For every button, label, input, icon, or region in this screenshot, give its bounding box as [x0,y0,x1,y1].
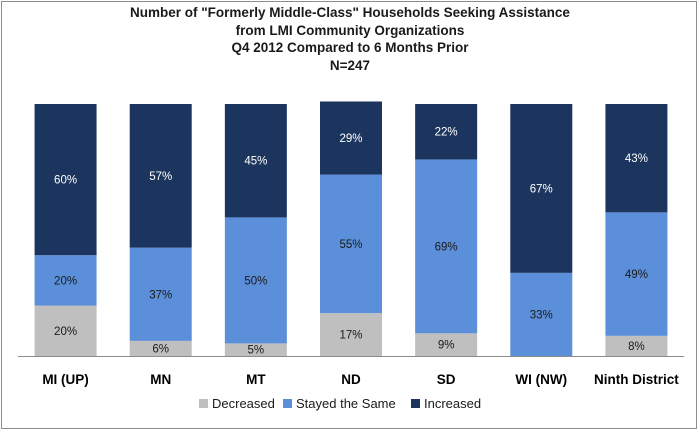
bar-increased-1 [129,104,192,248]
title-line-3: Q4 2012 Compared to 6 Months Prior [231,40,469,55]
bar-stayed-the-same-4 [415,159,478,334]
data-label: 45% [244,156,267,168]
category-label: WI (NW) [515,372,567,387]
bar-stayed-the-same-5 [510,272,573,356]
bar-decreased-0 [34,305,97,356]
category-label: MI (UP) [42,372,89,387]
data-label: 6% [152,343,169,355]
data-label: 20% [54,326,77,338]
bar-stayed-the-same-2 [224,217,287,344]
bar-decreased-3 [320,313,382,356]
legend-swatch [283,399,292,408]
data-label: 50% [244,275,267,287]
bar-increased-2 [224,104,287,218]
data-label: 49% [625,269,648,281]
data-label: 33% [530,309,553,321]
data-label: 8% [628,341,645,353]
bar-decreased-4 [415,333,478,356]
data-label: 37% [149,289,172,301]
bar-increased-0 [34,104,97,256]
category-label: Ninth District [594,372,679,387]
bar-increased-6 [605,104,668,213]
legend-swatch [411,399,420,408]
bar-stayed-the-same-3 [320,174,382,314]
legend-item: Increased [411,396,481,411]
category-label: MN [150,372,171,387]
category-label: ND [341,372,361,387]
legend-item: Stayed the Same [283,396,396,411]
data-label: 17% [339,330,362,342]
category-label: SD [437,372,456,387]
data-label: 22% [435,127,458,139]
data-label: 55% [339,239,362,251]
bar-stayed-the-same-0 [34,255,97,306]
title-line-2: from LMI Community Organizations [235,22,465,38]
bar-increased-5 [510,104,573,273]
category-label: MT [246,372,266,387]
legend-swatch [199,399,208,408]
data-label: 5% [248,345,265,357]
bar-increased-4 [415,104,478,160]
bar-stayed-the-same-1 [129,247,192,341]
bar-decreased-6 [605,335,668,356]
data-label: 67% [530,183,553,195]
data-label: 9% [438,340,455,352]
bar-decreased-1 [129,340,192,356]
data-label: 20% [54,275,77,287]
legend-item: Decreased [199,396,275,411]
chart-title: Number of "Formerly Middle-Class" Househ… [0,4,700,74]
bar-stayed-the-same-6 [605,212,668,336]
data-label: 60% [54,175,77,187]
legend-label: Increased [424,396,481,411]
data-label: 29% [339,133,362,145]
data-label: 57% [149,171,172,183]
legend-label: Stayed the Same [296,396,396,411]
bar-increased-3 [320,101,382,175]
legend-label: Decreased [212,396,275,411]
title-line-4: N=247 [329,57,371,73]
bar-decreased-2 [224,343,287,356]
data-label: 69% [435,241,458,253]
data-label: 43% [625,153,648,165]
title-line-1: Number of "Formerly Middle-Class" Househ… [130,5,570,20]
